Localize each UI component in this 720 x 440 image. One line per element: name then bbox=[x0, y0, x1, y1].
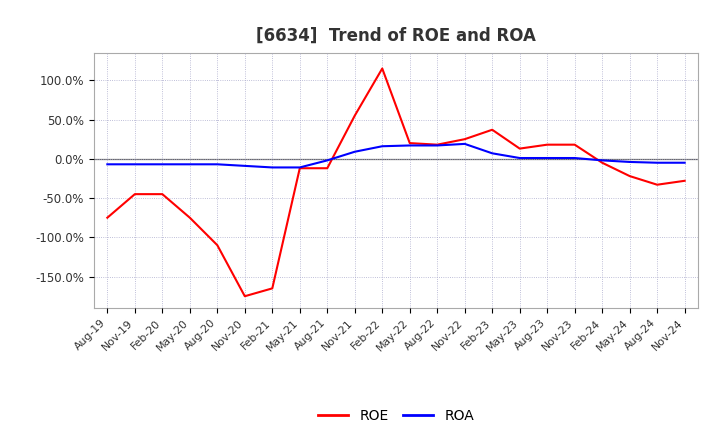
Legend: ROE, ROA: ROE, ROA bbox=[312, 403, 480, 429]
ROA bbox=[626, 159, 634, 165]
Line: ROA: ROA bbox=[107, 144, 685, 168]
ROA bbox=[213, 161, 222, 167]
ROE bbox=[460, 136, 469, 142]
ROA bbox=[516, 155, 524, 161]
ROA bbox=[460, 141, 469, 147]
ROE bbox=[598, 160, 606, 165]
ROA bbox=[488, 150, 497, 156]
ROE bbox=[405, 140, 414, 146]
ROE bbox=[351, 113, 359, 118]
ROA bbox=[240, 163, 249, 169]
ROE bbox=[680, 178, 689, 183]
ROE bbox=[570, 142, 579, 147]
ROE bbox=[378, 66, 387, 71]
ROA bbox=[268, 165, 276, 170]
ROA bbox=[158, 161, 166, 167]
ROE bbox=[626, 173, 634, 179]
ROA bbox=[323, 158, 332, 163]
ROA bbox=[570, 155, 579, 161]
ROE bbox=[103, 215, 112, 220]
ROE bbox=[130, 191, 139, 197]
ROA bbox=[351, 149, 359, 154]
ROA bbox=[130, 161, 139, 167]
ROE bbox=[543, 142, 552, 147]
ROA bbox=[103, 161, 112, 167]
Text: [6634]  Trend of ROE and ROA: [6634] Trend of ROE and ROA bbox=[256, 26, 536, 44]
ROA bbox=[433, 143, 441, 148]
ROE bbox=[488, 127, 497, 132]
ROE bbox=[295, 165, 304, 171]
ROA bbox=[543, 155, 552, 161]
ROE bbox=[268, 286, 276, 291]
ROA bbox=[186, 161, 194, 167]
ROE bbox=[158, 191, 166, 197]
ROA bbox=[680, 160, 689, 165]
ROA bbox=[378, 143, 387, 149]
ROE bbox=[433, 142, 441, 147]
ROE bbox=[323, 165, 332, 171]
ROA bbox=[598, 158, 606, 163]
ROA bbox=[295, 165, 304, 170]
ROE bbox=[213, 242, 222, 248]
ROE bbox=[240, 293, 249, 299]
ROA bbox=[653, 160, 662, 165]
ROE bbox=[653, 182, 662, 187]
ROE bbox=[516, 146, 524, 151]
Line: ROE: ROE bbox=[107, 69, 685, 296]
ROA bbox=[405, 143, 414, 148]
ROE bbox=[186, 215, 194, 220]
